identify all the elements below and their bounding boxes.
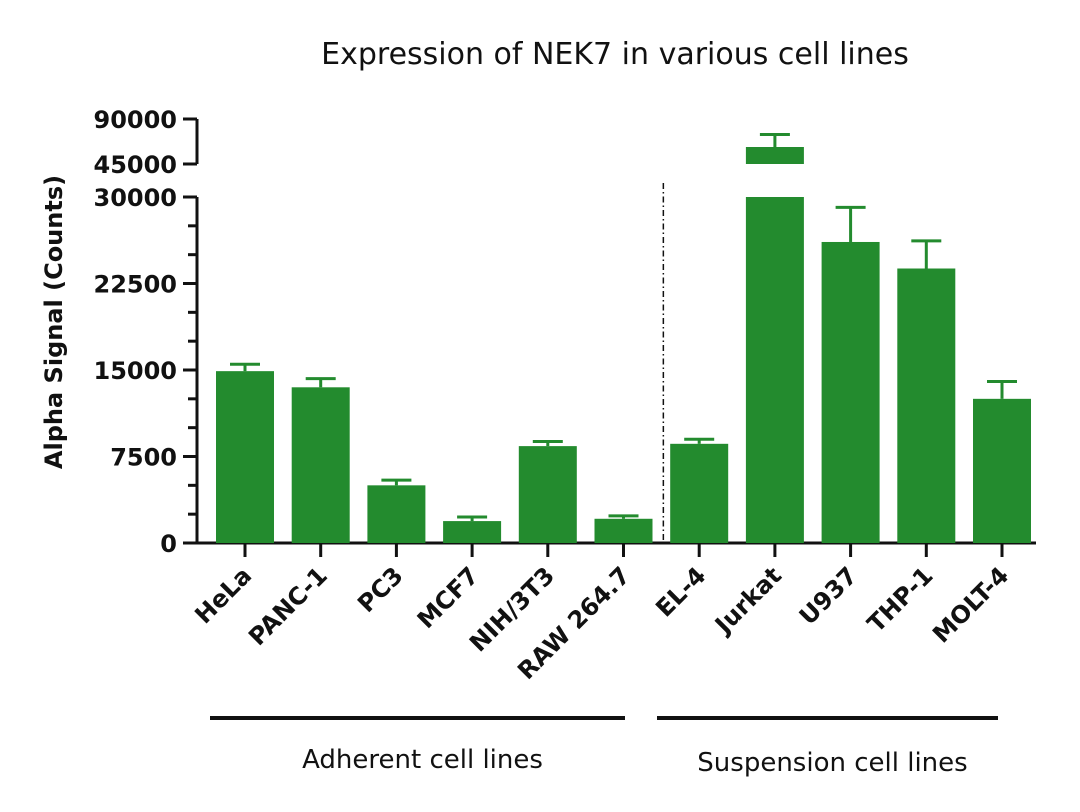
x-tick-label: HeLa <box>189 561 257 629</box>
y-tick-label: 45000 <box>94 151 178 179</box>
x-tick-label: MCF7 <box>412 561 485 634</box>
x-tick-label: PC3 <box>352 561 409 618</box>
plot-area: 0 7500 15000 22500 30000 45000 90000 HeLaPANC-1… <box>94 106 1036 778</box>
x-tick-label: MOLT-4 <box>927 561 1014 648</box>
bar <box>216 371 274 543</box>
x-tick-label: PANC-1 <box>243 561 333 651</box>
y-tick-label: 90000 <box>94 106 178 134</box>
bar <box>973 398 1031 543</box>
bar-upper-segment <box>745 147 804 164</box>
chart-title: Expression of NEK7 in various cell lines <box>321 37 909 72</box>
group-label: Adherent cell lines <box>302 745 543 775</box>
y-tick-label: 30000 <box>94 184 178 212</box>
bar <box>518 446 577 543</box>
bar <box>443 521 502 543</box>
bar <box>897 268 956 543</box>
x-tick-label: U937 <box>794 561 863 630</box>
group-label: Suspension cell lines <box>697 748 967 778</box>
x-tick-label: THP-1 <box>862 561 939 638</box>
y-tick-label: 15000 <box>94 357 178 385</box>
y-tick-label: 0 <box>160 530 177 558</box>
bar <box>594 518 653 543</box>
y-tick-label: 22500 <box>94 271 178 299</box>
x-tick-label: Jurkat <box>708 561 787 640</box>
bar <box>367 485 426 543</box>
x-tick-label: EL-4 <box>650 561 711 622</box>
bar <box>670 443 729 543</box>
y-axis-label: Alpha Signal (Counts) <box>40 175 68 469</box>
y-tick-label: 7500 <box>110 444 177 472</box>
bar <box>291 387 350 543</box>
bar <box>745 197 804 543</box>
bar <box>821 241 880 544</box>
